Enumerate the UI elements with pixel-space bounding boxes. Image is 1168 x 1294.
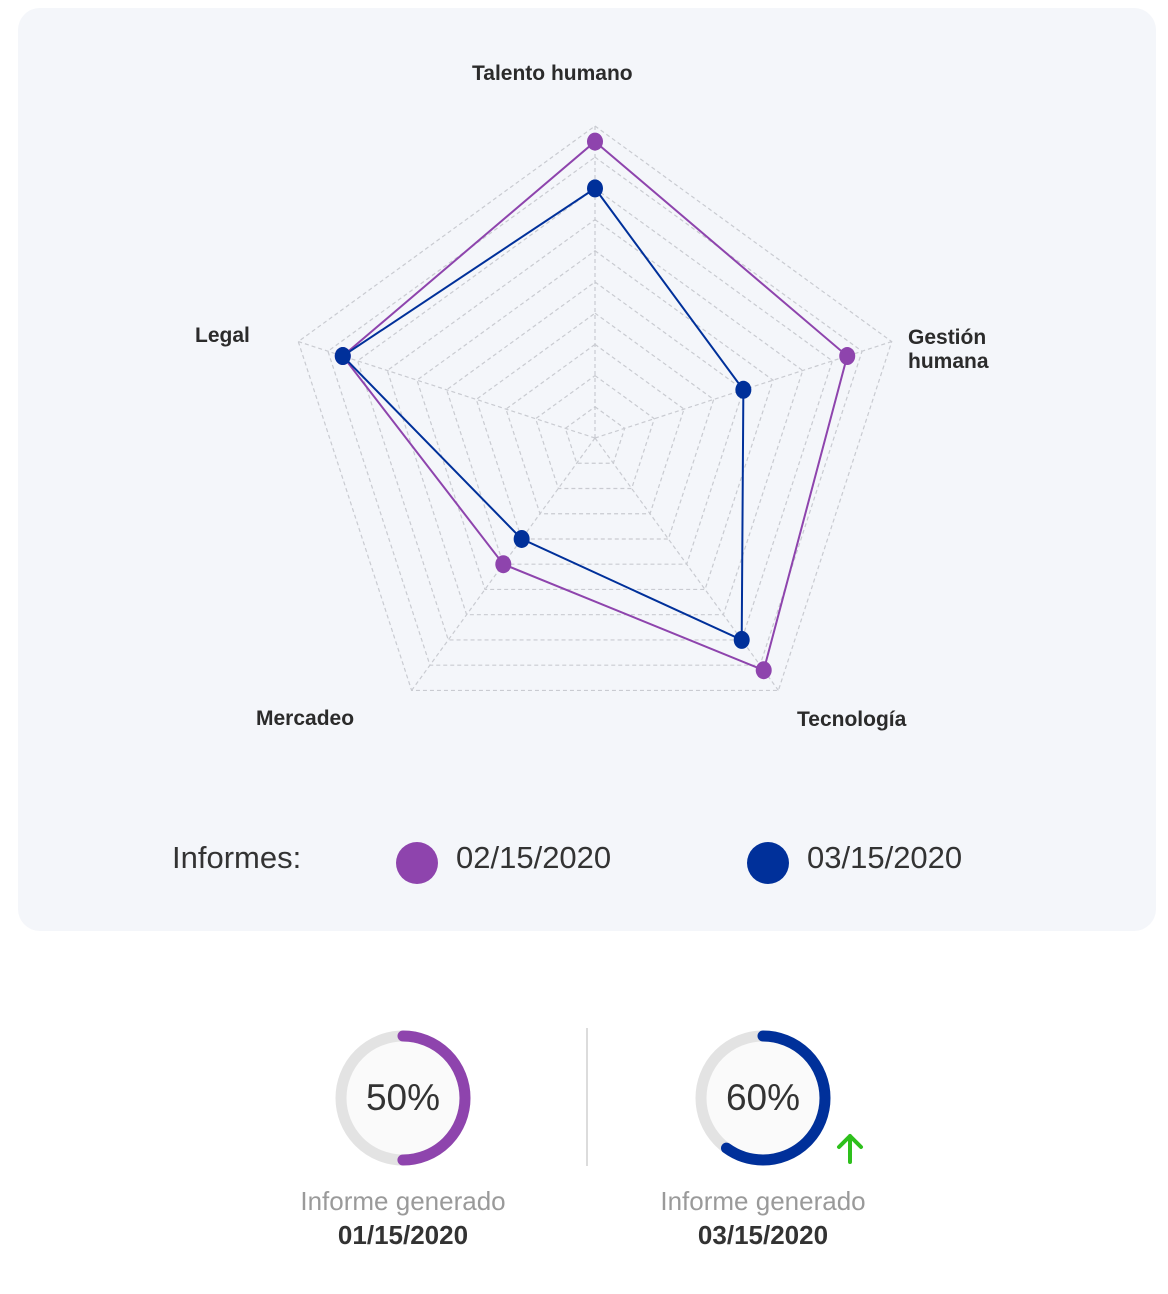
radar-point-series-2-axis-3 <box>733 630 750 649</box>
legend-label-series-2: 03/15/2020 <box>807 840 963 875</box>
progress-divider <box>586 1028 588 1166</box>
progress-caption-previous: Informe generado <box>300 1186 506 1216</box>
radar-point-series-1-axis-2 <box>839 347 856 366</box>
progress-arc <box>335 1030 471 1166</box>
axis-label-talento-humano: Talento humano <box>472 62 633 85</box>
radar-chart <box>297 125 893 692</box>
radar-grid-ring-7 <box>386 218 804 616</box>
radar-chart-card: Talento humano Gestión humana Tecnología… <box>18 8 1156 931</box>
radar-grid-ring-2 <box>534 374 656 490</box>
axis-label-gestion-humana: Gestión humana <box>908 326 989 373</box>
radar-point-series-2-axis-1 <box>587 179 603 198</box>
radar-grid-ring-9 <box>327 156 863 666</box>
radar-spoke-3 <box>594 437 779 691</box>
radar-grid-ring-4 <box>475 312 715 540</box>
legend-label-series-1: 02/15/2020 <box>456 840 612 875</box>
radar-grid-ring-1 <box>564 406 626 464</box>
radar-point-series-2-axis-2 <box>735 380 752 399</box>
legend-title: Informes: <box>172 840 302 875</box>
progress-arc <box>695 1030 831 1166</box>
progress-date-current: 03/15/2020 <box>697 1220 829 1250</box>
chart-legend: Informes: 02/15/2020 03/15/2020 <box>18 834 1156 894</box>
radar-grid-ring-5 <box>445 281 745 565</box>
progress-date-previous: 01/15/2020 <box>337 1220 469 1250</box>
progress-value-current: 60% <box>725 1077 801 1118</box>
radar-grid-ring-3 <box>505 343 685 515</box>
radar-series-line-2 <box>341 187 745 642</box>
radar-series-line-1 <box>341 140 849 672</box>
legend-dot-series-1 <box>396 842 438 884</box>
radar-point-series-1-axis-1 <box>587 132 603 151</box>
axis-label-mercadeo: Mercadeo <box>256 707 355 730</box>
axis-label-tecnologia: Tecnología <box>797 708 907 731</box>
radar-point-series-1-axis-3 <box>755 661 772 680</box>
progress-ring-current <box>695 1030 831 1166</box>
radar-grid-ring-10 <box>297 125 893 692</box>
radar-grid-ring-6 <box>416 250 774 591</box>
axis-label-legal: Legal <box>195 324 250 347</box>
radar-point-series-2-axis-4 <box>513 529 530 548</box>
radar-point-series-2-axis-5 <box>334 347 351 366</box>
radar-point-series-1-axis-4 <box>495 555 512 574</box>
legend-dot-series-2 <box>747 842 789 884</box>
progress-caption-current: Informe generado <box>660 1186 866 1216</box>
progress-section: 50% Informe generado 01/15/2020 60% Info… <box>0 1020 1168 1280</box>
progress-block-previous: 50% Informe generado 01/15/2020 <box>253 1020 553 1260</box>
progress-value-previous: 50% <box>365 1077 441 1118</box>
progress-ring-previous <box>335 1030 471 1166</box>
arrow-up-icon <box>837 1134 863 1164</box>
progress-block-current: 60% Informe generado 03/15/2020 <box>613 1020 913 1260</box>
